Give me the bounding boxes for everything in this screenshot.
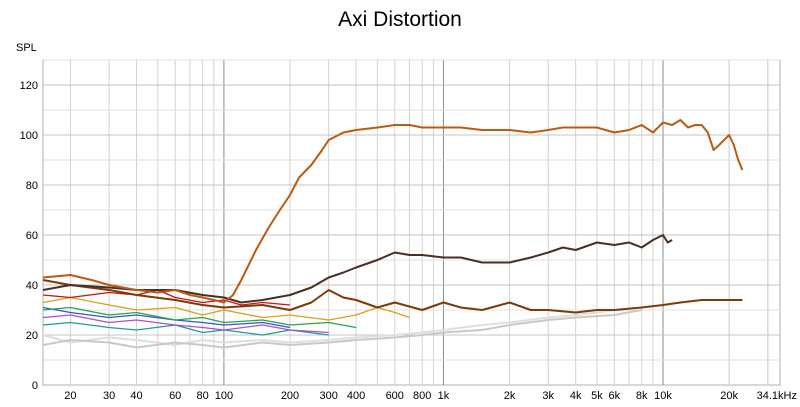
plot-area — [42, 59, 781, 386]
series-line-2 — [42, 234, 673, 304]
y-tick-labels: 0 20 40 60 80 100 120 — [20, 80, 38, 392]
y-tick-label: 80 — [26, 180, 38, 192]
series-line-11 — [42, 309, 629, 346]
x-tick-label: 10k — [654, 390, 672, 402]
y-tick-label: 0 — [32, 380, 38, 392]
x-tick-label: 30 — [103, 390, 115, 402]
x-tick-label: 200 — [281, 390, 299, 402]
x-tick-label: 100 — [215, 390, 233, 402]
series-line-10 — [42, 309, 642, 349]
x-tick-label: 6k — [609, 390, 621, 402]
x-tick-label: 600 — [386, 390, 404, 402]
y-tick-label: 60 — [26, 230, 38, 242]
x-tick-label: 4k — [570, 390, 582, 402]
series-line-4 — [42, 289, 291, 306]
x-tick-label: 40 — [130, 390, 142, 402]
x-tick-label: 20 — [64, 390, 76, 402]
y-tick-label: 120 — [20, 80, 38, 92]
series-line-5 — [42, 296, 410, 321]
x-tick-label: 20k — [720, 390, 738, 402]
x-tick-label: 34.1kHz — [757, 390, 797, 402]
x-tick-label: 8k — [636, 390, 648, 402]
y-axis-label: SPL — [16, 42, 37, 54]
series-line-1 — [42, 119, 744, 304]
y-tick-label: 40 — [26, 280, 38, 292]
x-tick-label: 400 — [347, 390, 365, 402]
series-line-9 — [42, 321, 329, 336]
series-line-6 — [42, 306, 357, 329]
x-tick-label: 2k — [504, 390, 516, 402]
y-tick-label: 100 — [20, 130, 38, 142]
series-group — [42, 119, 744, 349]
x-tick-label: 60 — [169, 390, 181, 402]
series-line-8 — [42, 314, 329, 334]
series-line-3 — [42, 279, 743, 314]
x-tick-label: 80 — [196, 390, 208, 402]
y-tick-label: 20 — [26, 330, 38, 342]
x-tick-label: 5k — [591, 390, 603, 402]
x-tick-label: 1k — [438, 390, 450, 402]
grid-lines — [43, 59, 780, 385]
x-tick-label: 3k — [542, 390, 554, 402]
x-tick-label: 300 — [319, 390, 337, 402]
x-tick-labels: 20 30 40 60 80 100 200 300 400 600 800 1k 2k 3k 4k 5k 6k… — [64, 390, 797, 402]
chart-title: Axi Distortion — [338, 8, 462, 31]
x-tick-label: 800 — [413, 390, 431, 402]
